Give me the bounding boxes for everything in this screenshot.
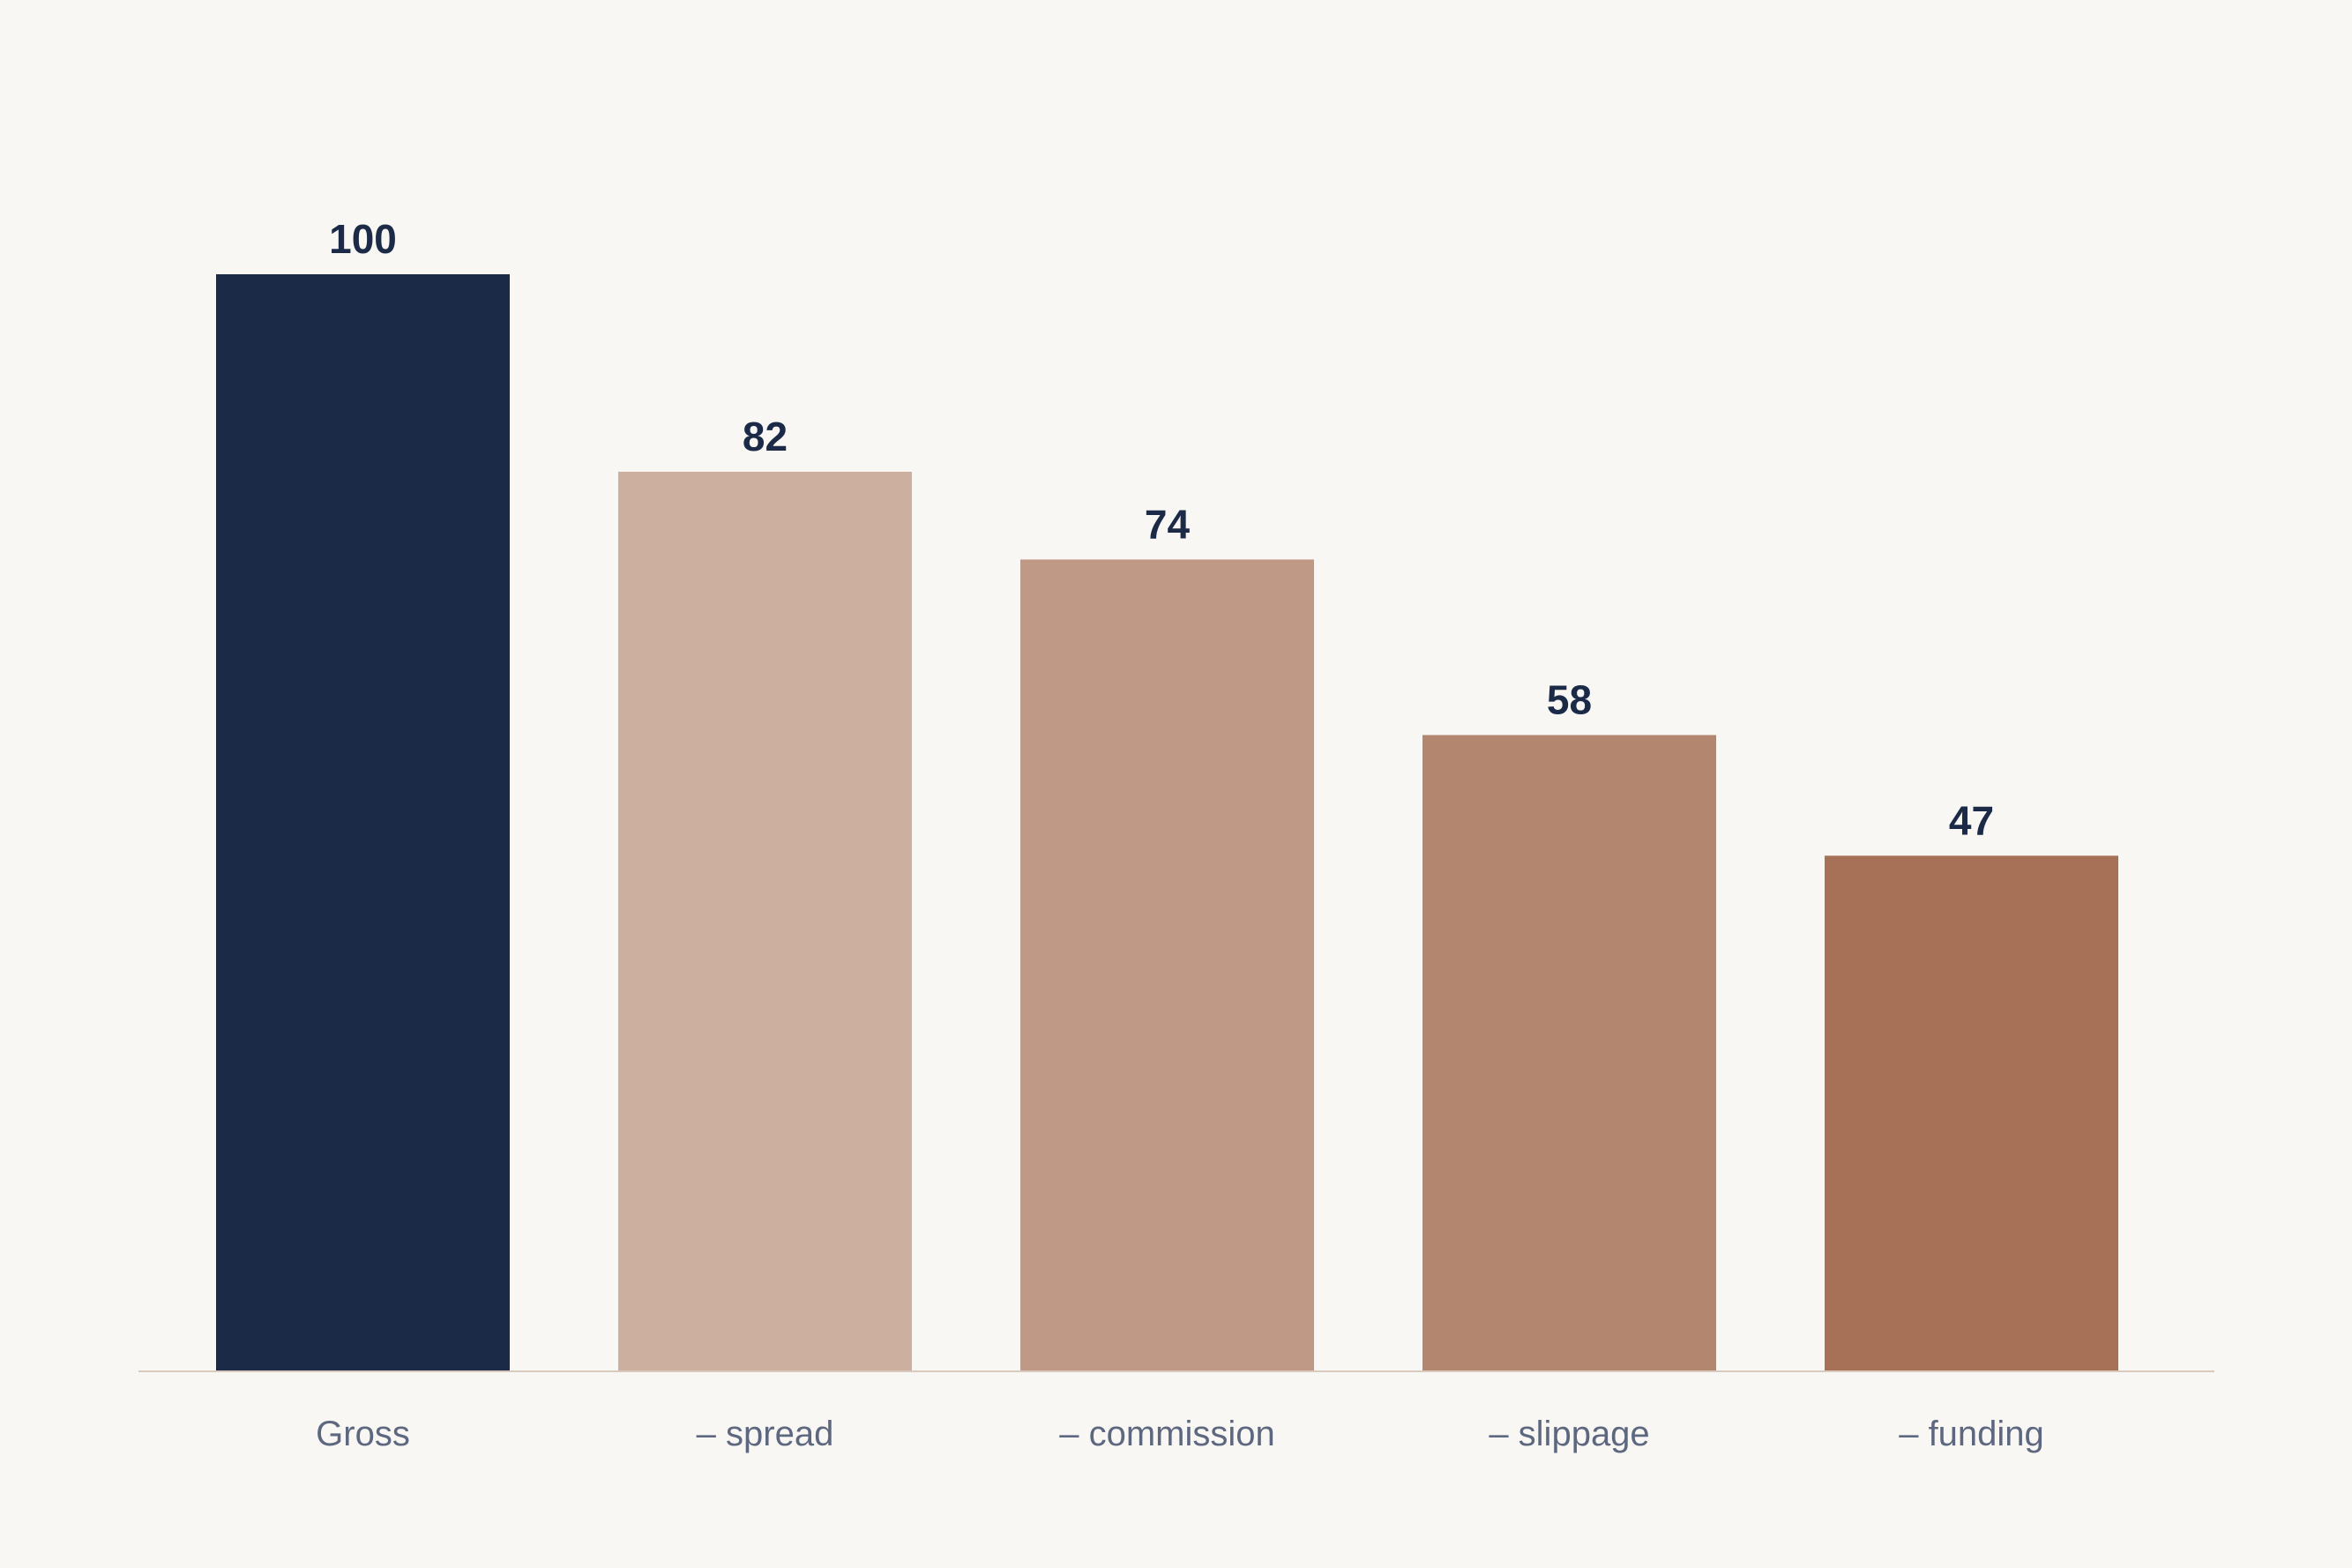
bar-0 bbox=[216, 274, 510, 1371]
category-labels-layer: Gross – spread – commission – slippage – fun… bbox=[316, 1415, 2044, 1453]
bar-3 bbox=[1422, 735, 1716, 1371]
category-label-4: – funding bbox=[1899, 1415, 2044, 1453]
category-label-2: – commission bbox=[1059, 1415, 1275, 1453]
value-label-3: 58 bbox=[1547, 676, 1592, 722]
bars-layer bbox=[216, 274, 2118, 1371]
bar-4 bbox=[1825, 855, 2118, 1371]
bar-2 bbox=[1020, 559, 1314, 1371]
category-label-3: – slippage bbox=[1489, 1415, 1649, 1453]
value-labels-layer: 100 82 74 58 47 bbox=[329, 216, 1994, 843]
category-label-1: – spread bbox=[697, 1415, 834, 1453]
value-label-1: 82 bbox=[743, 414, 788, 459]
value-label-2: 74 bbox=[1145, 501, 1191, 547]
bar-1 bbox=[618, 471, 912, 1371]
value-label-0: 100 bbox=[329, 216, 397, 262]
category-label-0: Gross bbox=[316, 1415, 410, 1453]
value-label-4: 47 bbox=[1949, 797, 1994, 843]
